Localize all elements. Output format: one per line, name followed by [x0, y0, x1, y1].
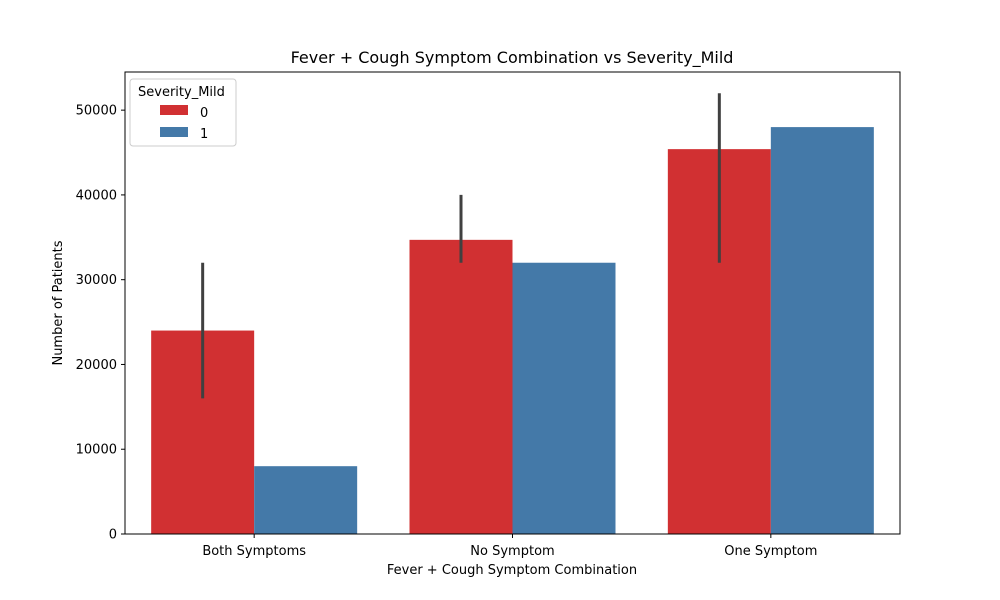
x-axis-label: Fever + Cough Symptom Combination — [387, 563, 637, 578]
legend-swatch-1 — [160, 127, 188, 137]
legend: Severity_Mild 0 1 — [129, 78, 237, 147]
legend-title: Severity_Mild — [138, 85, 225, 100]
plot-area: Both Symptoms No Symptom One Symptom 0 10000… — [76, 71, 901, 559]
y-tick-label-5: 50000 — [76, 104, 117, 119]
legend-label-1: 1 — [200, 127, 208, 142]
y-axis-label: Number of Patients — [51, 240, 66, 365]
legend-label-0: 0 — [200, 106, 208, 121]
x-tick-label-0: Both Symptoms — [202, 544, 306, 559]
legend-swatch-0 — [160, 105, 188, 115]
chart-title: Fever + Cough Symptom Combination vs Sev… — [291, 48, 734, 68]
y-tick-label-4: 40000 — [76, 188, 117, 203]
axes-frame — [124, 71, 901, 535]
bar-1-series-0 — [409, 239, 513, 534]
bar-1-series-1 — [512, 262, 616, 534]
x-tick-label-2: One Symptom — [724, 544, 817, 559]
x-tick-label-1: No Symptom — [470, 544, 554, 559]
y-tick-label-1: 10000 — [76, 443, 117, 458]
bar-2-series-1 — [770, 127, 874, 534]
bar-0-series-1 — [254, 466, 358, 534]
y-tick-label-0: 0 — [109, 528, 117, 543]
y-tick-label-2: 20000 — [76, 358, 117, 373]
y-tick-label-3: 30000 — [76, 273, 117, 288]
